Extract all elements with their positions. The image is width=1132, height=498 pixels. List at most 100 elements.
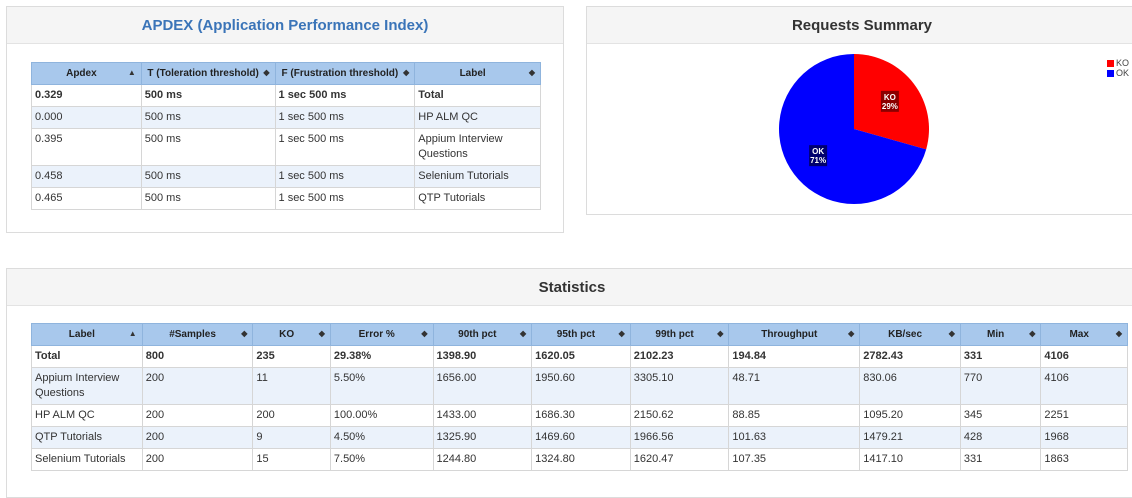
sort-icon: ◆ — [948, 329, 955, 338]
pie-label-name: OK — [812, 147, 824, 156]
sort-icon: ◆ — [520, 329, 527, 338]
label-cell: Selenium Tutorials — [414, 165, 541, 188]
table-row: 0.458 500 ms 1 sec 500 ms Selenium Tutor… — [31, 165, 541, 188]
toleration-cell: 500 ms — [140, 187, 276, 210]
apdex-col-toleration[interactable]: T (Toleration threshold) ◆ — [140, 62, 276, 85]
pct99-cell: 3305.10 — [629, 367, 730, 405]
error-pct-cell: 29.38% — [329, 345, 434, 368]
min-cell: 428 — [959, 426, 1042, 449]
frustration-cell: 1 sec 500 ms — [274, 128, 416, 166]
sort-asc-icon: ▲ — [128, 329, 137, 338]
min-cell: 770 — [959, 367, 1042, 405]
stats-col-max[interactable]: Max ◆ — [1040, 323, 1128, 346]
pct99-cell: 2102.23 — [629, 345, 730, 368]
stats-col-ko[interactable]: KO ◆ — [252, 323, 331, 346]
sort-icon: ◆ — [717, 329, 724, 338]
samples-cell: 200 — [141, 448, 254, 471]
pct99-cell: 1620.47 — [629, 448, 730, 471]
max-cell: 4106 — [1040, 345, 1128, 368]
pct90-cell: 1656.00 — [432, 367, 533, 405]
toleration-cell: 500 ms — [140, 165, 276, 188]
sort-icon: ◆ — [421, 329, 428, 338]
sort-icon: ◆ — [263, 68, 270, 77]
label-cell: QTP Tutorials — [414, 187, 541, 210]
throughput-cell: 101.63 — [728, 426, 861, 449]
frustration-cell: 1 sec 500 ms — [274, 165, 416, 188]
pie-slice-ok[interactable] — [779, 54, 927, 204]
requests-summary-title: Requests Summary — [587, 7, 1132, 44]
stats-col-error-pct[interactable]: Error % ◆ — [329, 323, 434, 346]
stats-col-throughput[interactable]: Throughput ◆ — [728, 323, 861, 346]
table-row: QTP Tutorials 200 9 4.50% 1325.90 1469.60 1966… — [31, 426, 1128, 449]
min-cell: 331 — [959, 345, 1042, 368]
legend-label-ko: KO — [1116, 58, 1130, 68]
max-cell: 4106 — [1040, 367, 1128, 405]
apdex-panel: APDEX (Application Performance Index) Ap… — [6, 6, 564, 233]
ko-cell: 200 — [252, 404, 331, 427]
requests-summary-panel: Requests Summary KO 29% OK 71% KO OK — [586, 6, 1132, 215]
sort-icon: ◆ — [318, 329, 325, 338]
label-cell: Appium Interview Questions — [31, 367, 143, 405]
throughput-cell: 194.84 — [728, 345, 861, 368]
samples-cell: 200 — [141, 367, 254, 405]
apdex-cell: 0.329 — [31, 84, 142, 107]
pct99-cell: 2150.62 — [629, 404, 730, 427]
label-cell: Appium Interview Questions — [414, 128, 541, 166]
stats-col-pct95[interactable]: 95th pct ◆ — [531, 323, 631, 346]
sort-icon: ◆ — [403, 68, 410, 77]
stats-col-pct90[interactable]: 90th pct ◆ — [432, 323, 533, 346]
table-row: 0.329 500 ms 1 sec 500 ms Total — [31, 84, 541, 107]
apdex-table: Apdex ▲ T (Toleration threshold) ◆ F (Frus… — [31, 62, 541, 210]
sort-icon: ◆ — [241, 329, 248, 338]
stats-col-label[interactable]: Label ▲ — [31, 323, 143, 346]
stats-col-min[interactable]: Min ◆ — [959, 323, 1042, 346]
sort-icon: ◆ — [618, 329, 625, 338]
max-cell: 2251 — [1040, 404, 1128, 427]
frustration-cell: 1 sec 500 ms — [274, 84, 416, 107]
statistics-header-row: Label ▲ #Samples ◆ KO ◆ Error % ◆ 90th pct ◆ 95th … — [31, 323, 1128, 346]
min-cell: 331 — [959, 448, 1042, 471]
pct90-cell: 1325.90 — [432, 426, 533, 449]
apdex-col-label[interactable]: Label ◆ — [414, 62, 541, 85]
label-cell: HP ALM QC — [31, 404, 143, 427]
kb-sec-cell: 830.06 — [859, 367, 961, 405]
label-cell: Total — [31, 345, 143, 368]
pct95-cell: 1686.30 — [531, 404, 631, 427]
apdex-col-apdex[interactable]: Apdex ▲ — [31, 62, 142, 85]
legend-item-ko[interactable]: KO — [1107, 58, 1129, 68]
sort-icon: ◆ — [1029, 329, 1036, 338]
frustration-cell: 1 sec 500 ms — [274, 187, 416, 210]
error-pct-cell: 100.00% — [329, 404, 434, 427]
label-cell: QTP Tutorials — [31, 426, 143, 449]
ko-cell: 11 — [252, 367, 331, 405]
pct95-cell: 1620.05 — [531, 345, 631, 368]
pie-label-name: KO — [884, 93, 896, 102]
label-cell: HP ALM QC — [414, 106, 541, 129]
stats-col-pct99[interactable]: 99th pct ◆ — [629, 323, 730, 346]
stats-col-samples[interactable]: #Samples ◆ — [141, 323, 254, 346]
throughput-cell: 88.85 — [728, 404, 861, 427]
error-pct-cell: 7.50% — [329, 448, 434, 471]
toleration-cell: 500 ms — [140, 128, 276, 166]
pct90-cell: 1244.80 — [432, 448, 533, 471]
pct90-cell: 1433.00 — [432, 404, 533, 427]
legend-item-ok[interactable]: OK — [1107, 68, 1129, 78]
table-row: 0.465 500 ms 1 sec 500 ms QTP Tutorials — [31, 187, 541, 210]
apdex-header-row: Apdex ▲ T (Toleration threshold) ◆ F (Frus… — [31, 62, 541, 85]
stats-col-kb-sec[interactable]: KB/sec ◆ — [859, 323, 961, 346]
pie-label-percent: 29% — [882, 102, 898, 111]
frustration-cell: 1 sec 500 ms — [274, 106, 416, 129]
statistics-table: Label ▲ #Samples ◆ KO ◆ Error % ◆ 90th pct ◆ 95th … — [31, 323, 1128, 471]
apdex-cell: 0.000 — [31, 106, 142, 129]
throughput-cell: 48.71 — [728, 367, 861, 405]
sort-icon: ◆ — [848, 329, 855, 338]
table-row: Appium Interview Questions 200 11 5.50% 1656… — [31, 367, 1128, 405]
kb-sec-cell: 1479.21 — [859, 426, 961, 449]
apdex-col-frustration[interactable]: F (Frustration threshold) ◆ — [274, 62, 416, 85]
ko-swatch-icon — [1107, 59, 1114, 67]
table-row: Total 800 235 29.38% 1398.90 1620.05 2102.23 19… — [31, 345, 1128, 368]
apdex-cell: 0.395 — [31, 128, 142, 166]
max-cell: 1968 — [1040, 426, 1128, 449]
